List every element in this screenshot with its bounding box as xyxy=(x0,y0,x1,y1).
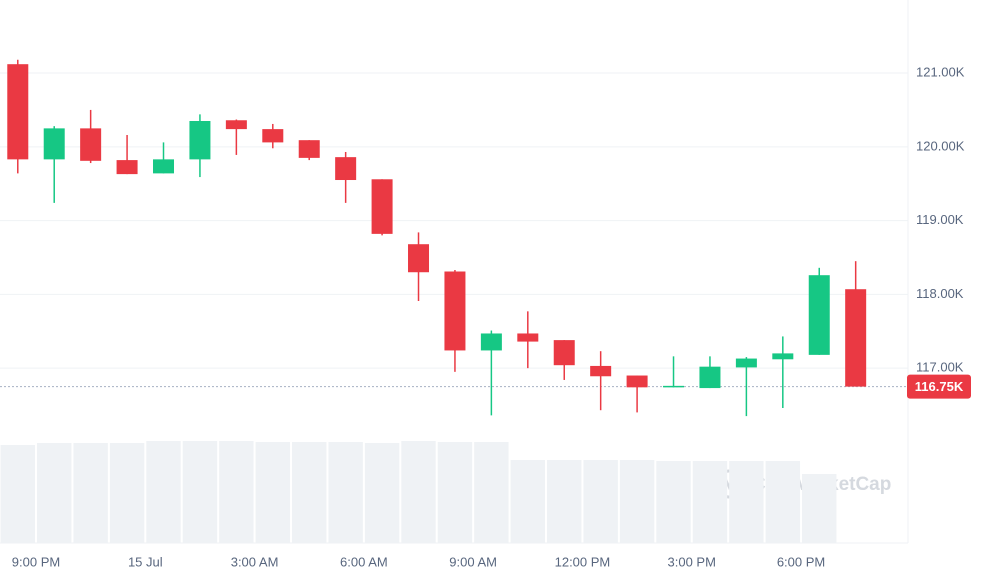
volume-bar xyxy=(401,441,436,543)
x-tick-label: 12:00 PM xyxy=(555,554,611,569)
volume-bars xyxy=(0,441,837,543)
candle-body xyxy=(772,353,794,360)
volume-bar xyxy=(802,474,837,543)
candle-body xyxy=(845,289,867,387)
x-tick-label: 9:00 PM xyxy=(12,554,60,569)
current-price-label: 116.75K xyxy=(915,379,964,394)
candle-body xyxy=(408,244,430,273)
candle-body xyxy=(335,157,357,181)
candle-body xyxy=(80,128,102,161)
y-tick-label: 119.00K xyxy=(916,212,964,227)
candle-body xyxy=(626,375,648,388)
candle-body xyxy=(444,271,466,351)
candle-body xyxy=(262,129,284,143)
volume-bar xyxy=(146,441,181,543)
volume-bar xyxy=(510,460,546,543)
candle-body xyxy=(7,64,29,160)
current-price-box xyxy=(907,374,971,399)
volume-bar xyxy=(765,461,801,543)
volume-bar xyxy=(182,441,218,543)
volume-bar xyxy=(474,442,509,543)
volume-bar xyxy=(37,443,72,543)
y-tick-label: 120.00K xyxy=(916,138,965,153)
y-tick-label: 118.00K xyxy=(916,286,964,301)
volume-bar xyxy=(255,442,291,543)
candle-body xyxy=(116,160,138,175)
candle-body xyxy=(43,128,65,160)
candle-body xyxy=(517,333,539,342)
x-tick-label: 3:00 AM xyxy=(231,554,279,569)
candle-body xyxy=(371,179,393,234)
volume-bar xyxy=(328,442,363,543)
volume-bar xyxy=(292,442,327,543)
volume-bar xyxy=(656,461,691,543)
volume-bar xyxy=(619,460,655,543)
volume-bar xyxy=(73,443,108,543)
candle-body xyxy=(735,358,757,368)
volume-bar xyxy=(0,445,36,543)
candle-body xyxy=(663,385,685,388)
candle-body xyxy=(480,333,502,351)
x-tick-label: 15 Jul xyxy=(128,554,163,569)
y-tick-label: 121.00K xyxy=(916,64,965,79)
volume-bar xyxy=(729,461,764,543)
candle-body xyxy=(590,365,612,377)
candle-body xyxy=(298,140,320,158)
volume-bar xyxy=(219,441,254,543)
candle-body xyxy=(189,120,211,160)
x-tick-label: 6:00 AM xyxy=(340,554,388,569)
candle-body xyxy=(225,120,247,130)
volume-bar xyxy=(437,442,473,543)
volume-bar xyxy=(692,461,728,543)
volume-bar xyxy=(109,443,145,543)
candle-body xyxy=(153,159,175,174)
candle-body xyxy=(808,275,830,355)
volume-bar xyxy=(583,460,618,543)
candle-body xyxy=(553,340,575,366)
x-tick-label: 3:00 PM xyxy=(668,554,716,569)
candle-body xyxy=(699,366,721,389)
x-tick-label: 9:00 AM xyxy=(449,554,497,569)
volume-bar xyxy=(364,443,400,543)
y-tick-label: 117.00K xyxy=(916,360,964,375)
x-tick-label: 6:00 PM xyxy=(777,554,825,569)
volume-bar xyxy=(547,460,582,543)
